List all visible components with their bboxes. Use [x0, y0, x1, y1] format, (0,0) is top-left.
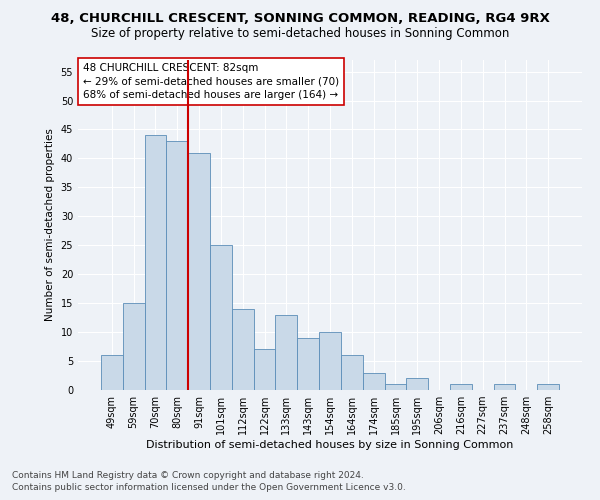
Bar: [254, 350, 275, 390]
Y-axis label: Number of semi-detached properties: Number of semi-detached properties: [45, 128, 55, 322]
Bar: [232, 309, 254, 390]
Bar: [188, 152, 210, 390]
Bar: [275, 314, 297, 390]
Bar: [363, 372, 385, 390]
Bar: [210, 246, 232, 390]
Bar: [537, 384, 559, 390]
Bar: [494, 384, 515, 390]
Bar: [319, 332, 341, 390]
Text: 48, CHURCHILL CRESCENT, SONNING COMMON, READING, RG4 9RX: 48, CHURCHILL CRESCENT, SONNING COMMON, …: [50, 12, 550, 26]
X-axis label: Distribution of semi-detached houses by size in Sonning Common: Distribution of semi-detached houses by …: [146, 440, 514, 450]
Bar: [385, 384, 406, 390]
Text: Contains public sector information licensed under the Open Government Licence v3: Contains public sector information licen…: [12, 484, 406, 492]
Bar: [101, 356, 123, 390]
Bar: [406, 378, 428, 390]
Text: Contains HM Land Registry data © Crown copyright and database right 2024.: Contains HM Land Registry data © Crown c…: [12, 471, 364, 480]
Text: 48 CHURCHILL CRESCENT: 82sqm
← 29% of semi-detached houses are smaller (70)
68% : 48 CHURCHILL CRESCENT: 82sqm ← 29% of se…: [83, 64, 339, 100]
Bar: [450, 384, 472, 390]
Bar: [145, 136, 166, 390]
Bar: [166, 141, 188, 390]
Text: Size of property relative to semi-detached houses in Sonning Common: Size of property relative to semi-detach…: [91, 28, 509, 40]
Bar: [297, 338, 319, 390]
Bar: [341, 356, 363, 390]
Bar: [123, 303, 145, 390]
